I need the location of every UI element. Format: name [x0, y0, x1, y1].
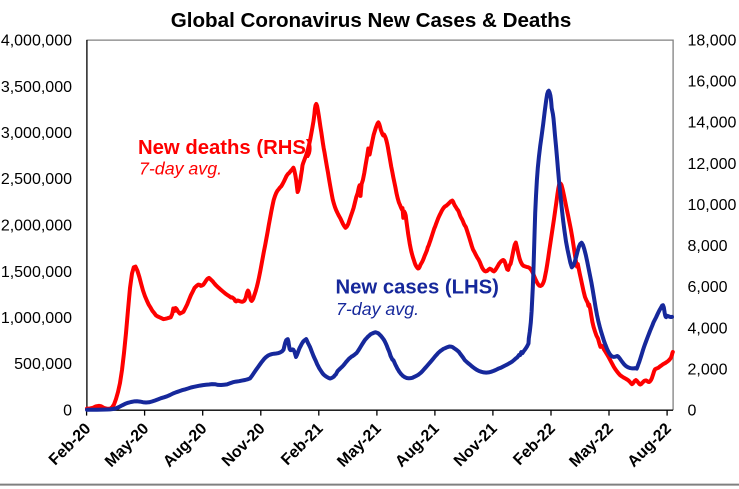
- svg-text:8,000: 8,000: [688, 238, 728, 255]
- svg-text:1,000,000: 1,000,000: [1, 310, 72, 327]
- svg-text:12,000: 12,000: [688, 156, 737, 173]
- svg-text:18,000: 18,000: [688, 33, 737, 50]
- svg-text:Global Coronavirus New Cases &: Global Coronavirus New Cases & Deaths: [171, 9, 572, 32]
- svg-text:New deaths (RHS): New deaths (RHS): [138, 137, 313, 159]
- svg-text:4,000,000: 4,000,000: [1, 33, 72, 50]
- svg-text:4,000: 4,000: [688, 320, 728, 337]
- svg-text:7-day avg.: 7-day avg.: [139, 159, 222, 179]
- svg-text:2,500,000: 2,500,000: [1, 171, 72, 188]
- svg-text:0: 0: [688, 403, 697, 420]
- svg-text:6,000: 6,000: [688, 279, 728, 296]
- svg-text:16,000: 16,000: [688, 74, 737, 91]
- svg-text:2,000: 2,000: [688, 361, 728, 378]
- svg-text:14,000: 14,000: [688, 115, 737, 132]
- svg-text:500,000: 500,000: [14, 356, 72, 373]
- svg-text:0: 0: [63, 403, 72, 420]
- svg-text:3,500,000: 3,500,000: [1, 79, 72, 96]
- svg-text:3,000,000: 3,000,000: [1, 125, 72, 142]
- svg-text:7-day avg.: 7-day avg.: [336, 299, 419, 319]
- svg-text:2,000,000: 2,000,000: [1, 218, 72, 235]
- svg-text:1,500,000: 1,500,000: [1, 264, 72, 281]
- svg-text:New cases (LHS): New cases (LHS): [336, 276, 499, 298]
- svg-text:10,000: 10,000: [688, 197, 737, 214]
